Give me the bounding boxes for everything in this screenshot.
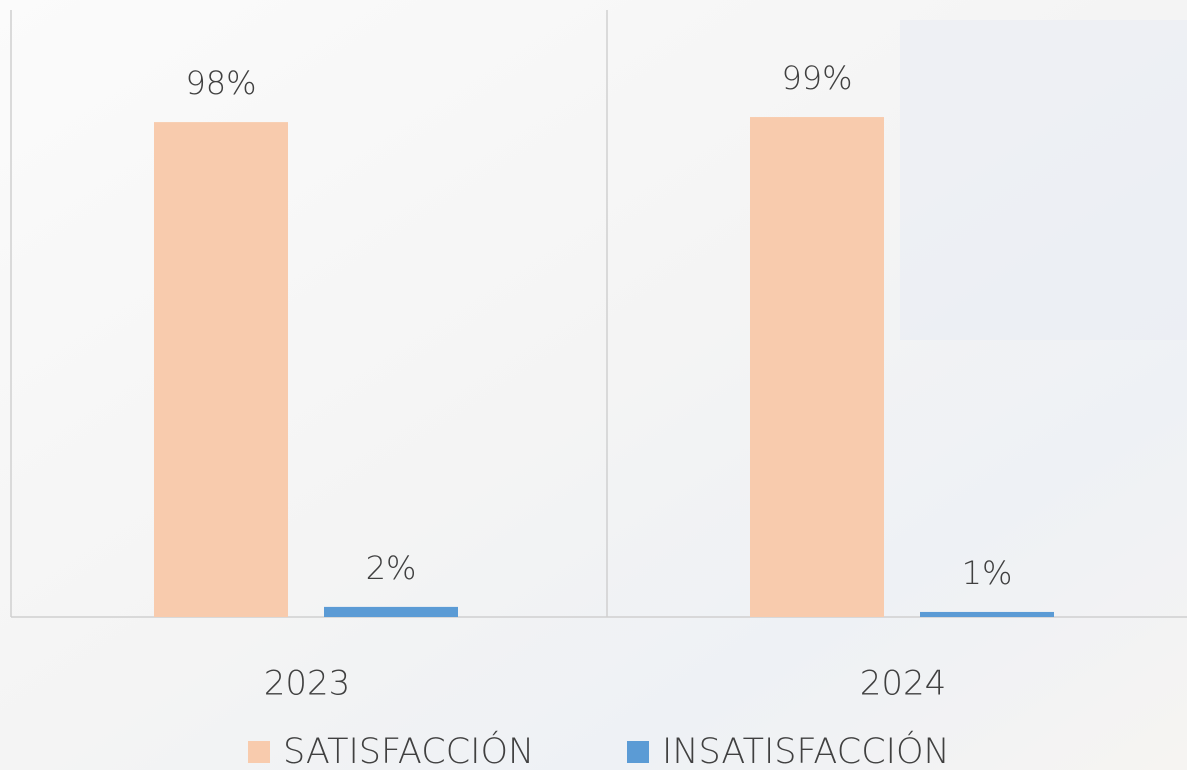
background-shape bbox=[900, 20, 1187, 340]
legend-swatch bbox=[248, 741, 270, 763]
bar bbox=[324, 606, 458, 617]
value-label: 99% bbox=[781, 59, 852, 97]
bar bbox=[154, 122, 288, 617]
legend-label: SATISFACCIÓN bbox=[283, 730, 534, 770]
legend-swatch bbox=[627, 741, 649, 763]
x-tick-label: 2024 bbox=[860, 664, 947, 704]
bar bbox=[920, 611, 1054, 617]
x-tick-label: 2023 bbox=[264, 664, 351, 704]
value-label: 2% bbox=[366, 549, 417, 587]
value-label: 98% bbox=[185, 64, 256, 102]
bar bbox=[750, 117, 884, 618]
legend-label: INSATISFACCIÓN bbox=[662, 730, 950, 770]
value-label: 1% bbox=[962, 554, 1013, 592]
